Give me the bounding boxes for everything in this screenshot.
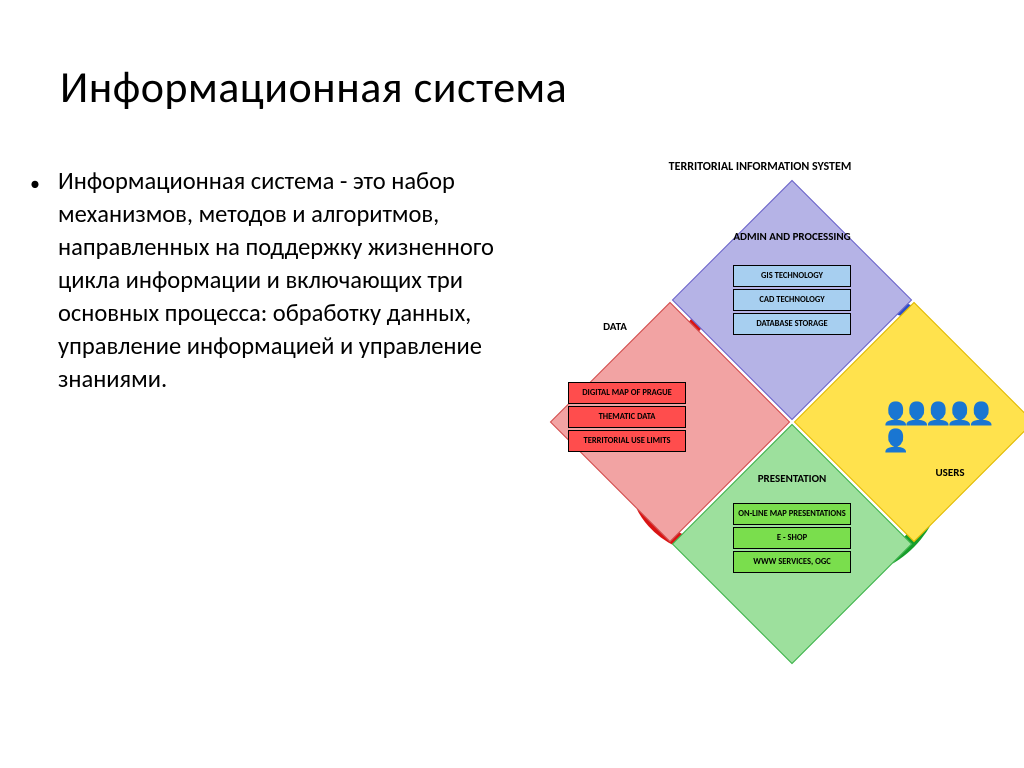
slide-title: Информационная система bbox=[60, 60, 567, 114]
box-left-2: TERRITORIAL USE LIMITS bbox=[568, 430, 686, 452]
bullet-text: Информационная система - это набор механ… bbox=[58, 165, 530, 396]
box-top-2: DATABASE STORAGE bbox=[733, 313, 851, 335]
box-left-1: THEMATIC DATA bbox=[568, 406, 686, 428]
slide: Информационная система • Информационная … bbox=[0, 0, 1024, 768]
bullet-dot-icon: • bbox=[30, 171, 40, 198]
diamond-label-left: DATA bbox=[585, 320, 645, 333]
box-top-0: GIS TECHNOLOGY bbox=[733, 265, 851, 287]
diamond-label-bottom: PRESENTATION bbox=[732, 472, 852, 485]
diamond-label-right: USERS bbox=[920, 466, 980, 479]
box-bottom-1: E - SHOP bbox=[733, 527, 851, 549]
box-left-0: DIGITAL MAP OF PRAGUE bbox=[568, 382, 686, 404]
box-bottom-2: WWW SERVICES, OGC bbox=[733, 551, 851, 573]
bullet-paragraph: • Информационная система - это набор мех… bbox=[30, 165, 530, 396]
box-top-1: CAD TECHNOLOGY bbox=[733, 289, 851, 311]
box-bottom-0: ON-LINE MAP PRESENTATIONS bbox=[733, 503, 851, 525]
diamond-label-top: ADMIN AND PROCESSING bbox=[732, 230, 852, 243]
users-people-icon: 👤👤👤👤👤👤 bbox=[882, 400, 1000, 454]
territorial-info-system-diagram: TERRITORIAL INFORMATION SYSTEM ADMIN AND… bbox=[520, 150, 1000, 630]
